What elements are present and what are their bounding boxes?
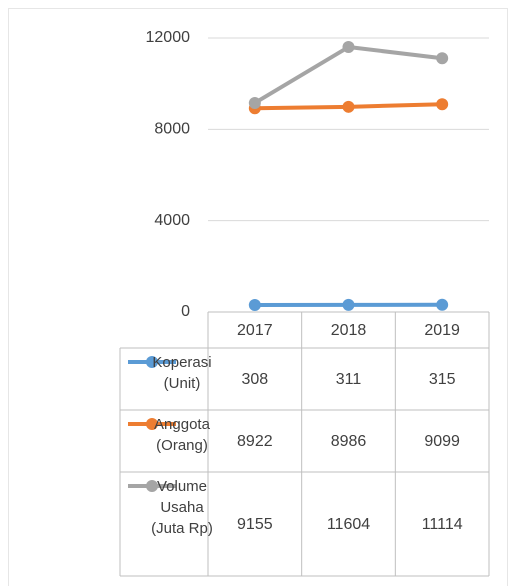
point <box>248 96 261 109</box>
x-tick-label: 2018 <box>331 322 367 339</box>
table-value: 308 <box>241 371 268 388</box>
point <box>248 298 261 311</box>
chart-border <box>8 8 508 586</box>
table-value: 315 <box>429 371 456 388</box>
point <box>342 298 355 311</box>
table-value: 8922 <box>237 433 273 450</box>
point <box>436 298 449 311</box>
y-tick-label: 4000 <box>154 212 190 229</box>
point <box>342 41 355 54</box>
point <box>342 100 355 113</box>
table-value: 311 <box>336 371 362 388</box>
table-value: 8986 <box>331 433 367 450</box>
legend-key-marker <box>146 480 158 492</box>
table-value: 11114 <box>422 516 463 533</box>
x-tick-label: 2019 <box>424 322 460 339</box>
y-tick-label: 0 <box>181 303 190 320</box>
y-tick-label: 8000 <box>154 121 190 138</box>
y-tick-label: 12000 <box>146 29 191 46</box>
table-value: 11604 <box>327 516 370 533</box>
legend-label: Koperasi (Unit) <box>152 354 212 392</box>
point <box>436 52 449 65</box>
series-line <box>253 45 443 105</box>
table-value: 9155 <box>237 516 273 533</box>
legend-label: Volume Usaha (Juta Rp) <box>151 478 213 537</box>
x-tick-label: 2017 <box>237 322 273 339</box>
point <box>436 98 449 111</box>
table-value: 9099 <box>424 433 460 450</box>
legend-label: Anggota (Orang) <box>154 416 210 454</box>
legend-key-marker <box>146 356 158 368</box>
legend-key-marker <box>146 418 158 430</box>
